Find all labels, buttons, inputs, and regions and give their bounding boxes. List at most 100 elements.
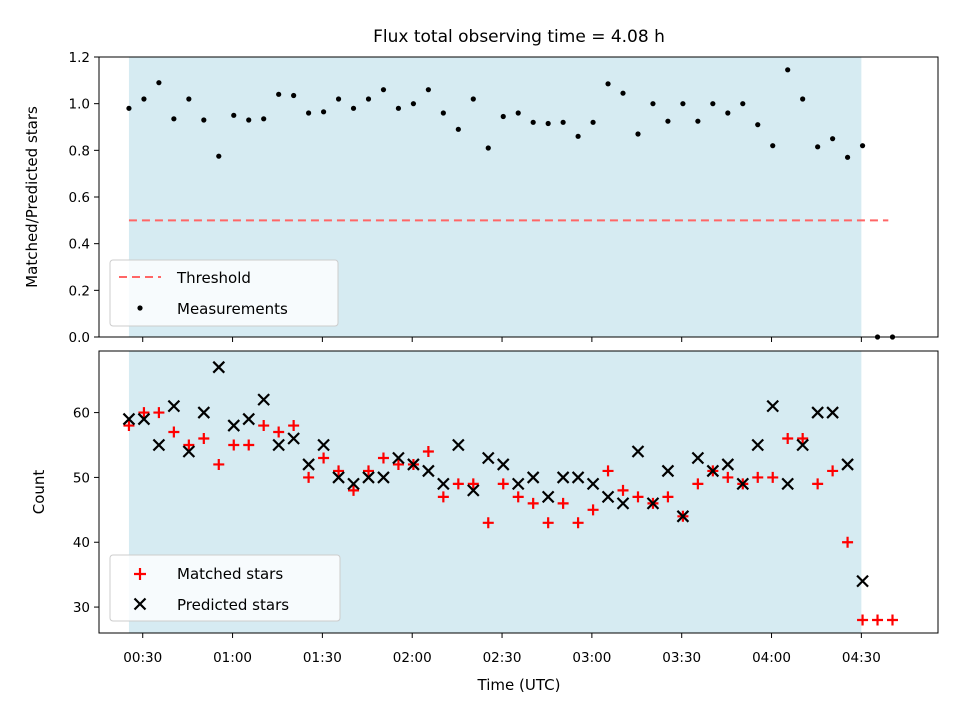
matched-star-point <box>587 504 599 516</box>
count-x-axis: 00:30 01:00 01:30 02:00 02:30 03:00 03:30 04:00… <box>123 633 881 666</box>
measurement-point <box>485 145 491 151</box>
measurement-point <box>560 119 566 125</box>
matched-star-point <box>722 471 734 483</box>
count-y-tick-label: 60 <box>73 406 90 422</box>
matched-star-point <box>377 452 389 464</box>
count-y-tick-label: 40 <box>73 535 90 551</box>
measurement-point <box>530 119 536 125</box>
predicted-star-point <box>152 438 166 452</box>
measurement-point <box>320 109 327 115</box>
matched-star-point <box>348 484 360 496</box>
measurement-point <box>500 113 506 120</box>
measurement-point <box>815 144 821 150</box>
predicted-star-point <box>362 471 375 484</box>
matched-star-point <box>827 465 839 477</box>
predicted-star-point <box>676 510 690 523</box>
ratio-y-tick-label: 0.8 <box>69 143 90 159</box>
measurement-point <box>380 87 387 93</box>
count-y-axis: 30 40 50 60 <box>73 406 99 616</box>
count-y-tick-label: 30 <box>73 600 90 616</box>
matched-star-point <box>557 497 569 509</box>
matched-star-point <box>452 478 464 490</box>
matched-star-point <box>273 426 285 438</box>
x-axis-label: Time (UTC) <box>477 676 561 694</box>
matched-star-point <box>797 433 809 445</box>
matched-star-point <box>572 517 584 529</box>
ratio-y-tick-label: 0.2 <box>69 283 90 299</box>
measurement-point <box>680 101 686 107</box>
measurement-point <box>156 80 162 86</box>
measurement-point <box>665 118 671 124</box>
predicted-star-point <box>706 464 720 478</box>
matched-star-point <box>527 497 539 509</box>
predicted-star-point <box>541 490 555 504</box>
matched-star-point <box>333 465 345 477</box>
measurement-point <box>785 67 791 73</box>
predicted-star-point <box>616 497 630 510</box>
matched-star-point <box>512 491 524 503</box>
matched-star-point <box>842 536 854 548</box>
matched-star-point <box>632 491 644 503</box>
legend-predicted-swatch <box>133 597 147 611</box>
matched-star-point <box>886 614 898 626</box>
measurement-point <box>306 110 312 116</box>
predicted-star-point <box>601 490 615 504</box>
measurement-point <box>201 117 207 123</box>
measurement-point <box>231 112 237 118</box>
predicted-star-point <box>811 406 824 419</box>
predicted-star-point <box>586 477 600 491</box>
predicted-star-point <box>317 438 330 452</box>
predicted-star-point <box>467 484 480 497</box>
predicted-star-point <box>571 471 585 484</box>
measurement-point <box>425 87 431 93</box>
x-tick-label: 02:00 <box>393 650 432 666</box>
x-tick-label: 01:00 <box>213 650 252 666</box>
measurement-point <box>575 133 581 139</box>
matched-star-point <box>258 420 270 432</box>
matched-star-point <box>662 491 674 503</box>
predicted-star-point <box>511 477 525 491</box>
count-legend-box <box>109 554 341 622</box>
measurement-point <box>770 143 776 149</box>
matched-star-point <box>482 517 494 529</box>
measurement-point <box>695 118 701 124</box>
predicted-star-point <box>437 477 450 491</box>
predicted-star-point <box>691 451 705 465</box>
predicted-star-point <box>646 497 660 510</box>
predicted-star-point <box>377 471 390 484</box>
matched-star-point <box>168 426 180 438</box>
measurement-point <box>455 126 461 132</box>
measurement-point <box>410 101 417 107</box>
matched-star-point <box>318 452 330 464</box>
legend-matched-label: Matched stars <box>177 565 283 583</box>
predicted-star-point <box>496 458 510 471</box>
matched-star-point <box>288 420 300 432</box>
matched-star-point <box>198 433 210 445</box>
ratio-y-axis: 0.0 0.2 0.4 0.6 0.8 1.0 1.2 <box>69 50 99 346</box>
measurement-point <box>216 153 222 159</box>
predicted-star-point <box>167 399 181 413</box>
ratio-y-tick-label: 1.2 <box>69 50 90 66</box>
legend-measurements-swatch <box>137 305 143 311</box>
matched-star-point <box>752 471 764 483</box>
x-tick-label: 03:00 <box>572 650 611 666</box>
matched-star-point <box>138 407 150 419</box>
predicted-star-point <box>826 406 839 419</box>
predicted-star-point <box>302 458 315 471</box>
matched-star-point <box>617 484 629 496</box>
predicted-star-point <box>766 399 780 413</box>
ratio-y-tick-label: 0.6 <box>69 190 90 206</box>
matched-star-point <box>437 491 449 503</box>
ratio-axes-frame <box>98 56 939 338</box>
x-tick-label: 00:30 <box>123 650 162 666</box>
matched-star-point <box>497 478 509 490</box>
measurement-point <box>859 143 866 149</box>
matched-star-point <box>183 439 195 451</box>
measurement-point <box>800 96 806 102</box>
predicted-star-point <box>257 393 270 406</box>
predicted-star-point <box>781 477 794 491</box>
predicted-star-point <box>182 445 196 458</box>
measurement-point <box>141 96 147 102</box>
measurement-point <box>725 110 731 116</box>
